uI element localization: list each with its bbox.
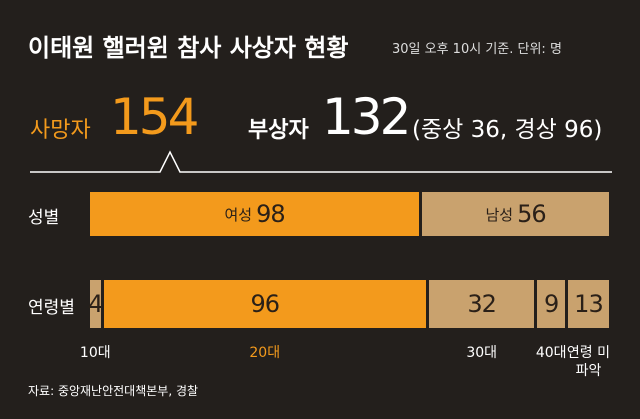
row-label: 연령별 bbox=[28, 298, 75, 318]
segment-name: 30대 bbox=[466, 345, 498, 361]
subtitle: 30일 오후 10시 기준. 단위: 명 bbox=[392, 42, 562, 57]
segment-value: 56 bbox=[517, 200, 547, 228]
deaths-value: 154 bbox=[110, 88, 199, 146]
segment-name: 여성 bbox=[224, 205, 253, 224]
title: 이태원 핼러윈 참사 사상자 현황 bbox=[28, 34, 349, 62]
bar-segment: 96 bbox=[103, 280, 426, 328]
row-label: 성별 bbox=[28, 208, 60, 228]
segment-name: 남성 bbox=[485, 205, 514, 224]
bar-segment: 4 bbox=[88, 280, 103, 328]
segment-value: 98 bbox=[256, 200, 286, 228]
bar-segment: 32 bbox=[428, 280, 535, 328]
segment-value: 9 bbox=[544, 290, 559, 318]
segment-value: 13 bbox=[574, 290, 604, 318]
source: 자료: 중앙재난안전대책본부, 경찰 bbox=[28, 384, 199, 398]
segment-name: 10대 bbox=[79, 345, 111, 361]
injured-label: 부상자 bbox=[248, 118, 309, 143]
bar-segment: 여성 98 bbox=[90, 192, 420, 236]
segment-name: 연령 미파악 bbox=[566, 345, 610, 379]
bar-segment: 13 bbox=[567, 280, 609, 328]
segment-value: 32 bbox=[467, 290, 497, 318]
bar-segment: 남성 56 bbox=[422, 192, 609, 236]
deaths-label: 사망자 bbox=[30, 118, 91, 143]
segment-name: 20대 bbox=[249, 345, 281, 361]
segment-value: 96 bbox=[250, 290, 280, 318]
bar-segment: 9 bbox=[537, 280, 565, 328]
injured-value: 132 bbox=[322, 88, 411, 146]
segment-name: 40대 bbox=[535, 345, 567, 361]
segment-value: 4 bbox=[88, 290, 103, 318]
injured-detail: (중상 36, 경상 96) bbox=[412, 117, 603, 143]
